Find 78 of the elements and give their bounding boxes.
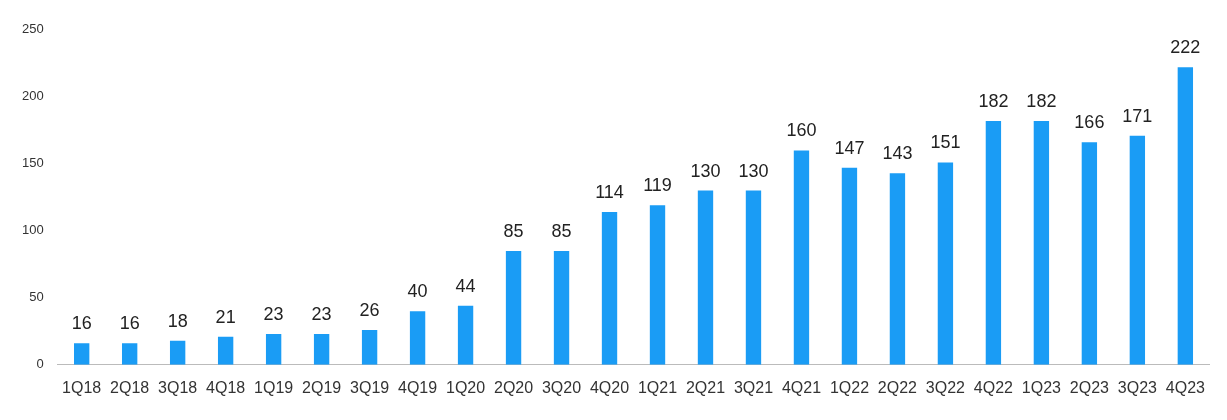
data-label: 130 [738, 160, 769, 181]
data-label: 18 [167, 310, 188, 331]
bar [1033, 120, 1050, 365]
x-tick-label: 4Q23 [1165, 378, 1206, 396]
y-tick-label: 150 [21, 155, 44, 171]
data-label: 16 [71, 313, 92, 334]
data-label: 166 [1074, 112, 1105, 133]
bar [121, 343, 138, 365]
bar [505, 250, 522, 365]
data-label: 21 [215, 306, 236, 327]
y-tick-label: 50 [29, 289, 44, 305]
bar [937, 162, 954, 365]
bar [841, 167, 858, 365]
bar [457, 305, 474, 365]
x-tick-label: 4Q21 [781, 378, 822, 396]
data-label: 171 [1122, 105, 1153, 126]
x-tick-label: 3Q21 [733, 378, 774, 396]
x-tick-label: 2Q18 [110, 378, 150, 396]
x-tick-label: 1Q23 [1021, 378, 1062, 396]
bar [1177, 67, 1194, 365]
x-tick-label: 1Q19 [254, 378, 294, 396]
bar [361, 329, 378, 365]
x-tick-label: 2Q21 [685, 378, 726, 396]
bar [409, 311, 426, 365]
data-label: 40 [407, 281, 428, 302]
data-label: 119 [643, 175, 672, 196]
bar [985, 120, 1002, 365]
x-tick-label: 4Q18 [206, 378, 246, 396]
data-label: 16 [119, 313, 140, 334]
y-tick-label: 0 [36, 356, 44, 372]
x-tick-label: 1Q21 [637, 378, 678, 396]
data-label: 182 [978, 90, 1009, 111]
x-tick-label: 2Q22 [877, 378, 918, 396]
bar [553, 250, 570, 365]
data-label: 85 [503, 220, 524, 241]
data-label: 23 [263, 303, 284, 324]
x-tick-label: 3Q22 [925, 378, 966, 396]
data-label: 182 [1026, 90, 1057, 111]
x-tick-label: 3Q19 [350, 378, 390, 396]
data-label: 143 [882, 143, 913, 164]
x-tick-label: 2Q20 [493, 378, 534, 396]
bar [601, 212, 618, 365]
x-tick-label: 4Q20 [589, 378, 630, 396]
x-tick-label: 1Q18 [62, 378, 102, 396]
bar [793, 150, 810, 365]
x-tick-label: 2Q19 [302, 378, 342, 396]
bar [649, 205, 666, 365]
bar [745, 190, 762, 365]
bar [265, 333, 282, 365]
data-label: 222 [1170, 37, 1201, 58]
x-tick-label: 3Q18 [158, 378, 198, 396]
bar [889, 173, 906, 365]
data-label: 44 [455, 275, 476, 296]
y-tick-label: 200 [21, 88, 44, 104]
data-label: 160 [786, 120, 817, 141]
x-tick-label: 1Q20 [446, 378, 486, 396]
y-tick-label: 250 [21, 21, 44, 37]
data-label: 23 [311, 303, 332, 324]
x-tick-label: 4Q22 [973, 378, 1014, 396]
x-tick-label: 1Q22 [829, 378, 870, 396]
x-tick-label: 3Q23 [1117, 378, 1158, 396]
bar [313, 333, 330, 365]
data-label: 151 [930, 132, 961, 153]
bar [217, 336, 234, 365]
x-tick-label: 4Q19 [398, 378, 438, 396]
data-label: 147 [834, 137, 865, 158]
x-tick-label: 3Q20 [541, 378, 582, 396]
bar [697, 190, 714, 365]
bar [1081, 142, 1098, 365]
data-label: 130 [690, 160, 721, 181]
bar [74, 343, 90, 365]
x-tick-label: 2Q23 [1069, 378, 1110, 396]
data-label: 26 [359, 299, 380, 320]
y-tick-label: 100 [21, 222, 44, 238]
bar [1129, 135, 1146, 365]
bar [169, 340, 186, 365]
data-label: 114 [595, 182, 624, 203]
data-label: 85 [551, 220, 572, 241]
